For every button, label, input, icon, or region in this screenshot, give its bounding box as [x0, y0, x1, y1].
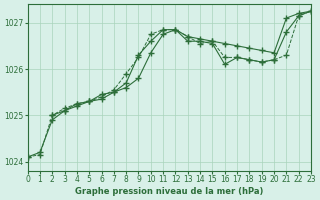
X-axis label: Graphe pression niveau de la mer (hPa): Graphe pression niveau de la mer (hPa) [75, 187, 263, 196]
